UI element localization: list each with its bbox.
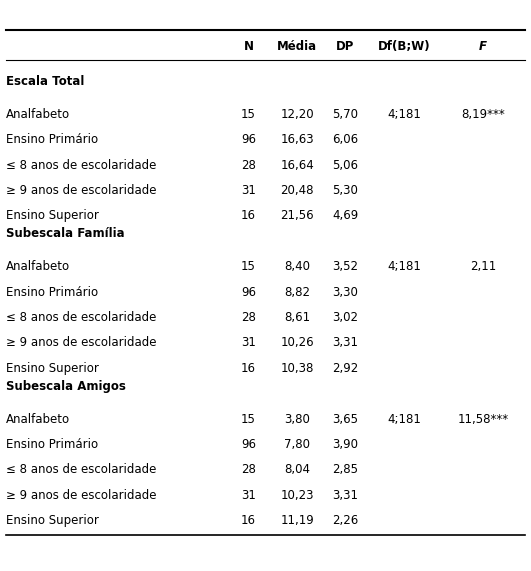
Text: Ensino Superior: Ensino Superior — [6, 210, 99, 222]
Text: 12,20: 12,20 — [280, 108, 314, 120]
Text: 3,31: 3,31 — [332, 336, 358, 349]
Text: 4;181: 4;181 — [388, 413, 422, 425]
Text: 16,63: 16,63 — [280, 133, 314, 146]
Text: 28: 28 — [241, 159, 256, 171]
Text: 2,26: 2,26 — [332, 514, 358, 527]
Text: 96: 96 — [241, 286, 256, 299]
Text: Ensino Primário: Ensino Primário — [6, 133, 98, 146]
Text: ≤ 8 anos de escolaridade: ≤ 8 anos de escolaridade — [6, 311, 157, 324]
Text: ≥ 9 anos de escolaridade: ≥ 9 anos de escolaridade — [6, 184, 157, 197]
Text: 4;181: 4;181 — [388, 260, 422, 273]
Text: 8,19***: 8,19*** — [461, 108, 505, 120]
Text: Analfabeto: Analfabeto — [6, 413, 71, 425]
Text: 28: 28 — [241, 311, 256, 324]
Text: Analfabeto: Analfabeto — [6, 108, 71, 120]
Text: 3,52: 3,52 — [332, 260, 358, 273]
Text: 5,70: 5,70 — [332, 108, 358, 120]
Text: 4,69: 4,69 — [332, 210, 358, 222]
Text: 3,02: 3,02 — [332, 311, 358, 324]
Text: 16: 16 — [241, 210, 256, 222]
Text: 11,58***: 11,58*** — [458, 413, 509, 425]
Text: Ensino Superior: Ensino Superior — [6, 514, 99, 527]
Text: 15: 15 — [241, 413, 256, 425]
Text: Analfabeto: Analfabeto — [6, 260, 71, 273]
Text: Ensino Primário: Ensino Primário — [6, 286, 98, 299]
Text: Subescala Família: Subescala Família — [6, 227, 125, 240]
Text: 7,80: 7,80 — [285, 438, 310, 451]
Text: 31: 31 — [241, 489, 256, 502]
Text: Média: Média — [277, 41, 318, 53]
Text: 31: 31 — [241, 336, 256, 349]
Text: 11,19: 11,19 — [280, 514, 314, 527]
Text: ≤ 8 anos de escolaridade: ≤ 8 anos de escolaridade — [6, 159, 157, 171]
Text: ≥ 9 anos de escolaridade: ≥ 9 anos de escolaridade — [6, 489, 157, 502]
Text: 2,85: 2,85 — [332, 464, 358, 476]
Text: 31: 31 — [241, 184, 256, 197]
Text: F: F — [479, 41, 487, 53]
Text: 2,92: 2,92 — [332, 362, 358, 375]
Text: 20,48: 20,48 — [280, 184, 314, 197]
Text: 10,23: 10,23 — [280, 489, 314, 502]
Text: Df(B;W): Df(B;W) — [378, 41, 431, 53]
Text: 8,82: 8,82 — [285, 286, 310, 299]
Text: 3,31: 3,31 — [332, 489, 358, 502]
Text: 21,56: 21,56 — [280, 210, 314, 222]
Text: 10,26: 10,26 — [280, 336, 314, 349]
Text: 3,30: 3,30 — [332, 286, 358, 299]
Text: 10,38: 10,38 — [281, 362, 314, 375]
Text: 96: 96 — [241, 133, 256, 146]
Text: N: N — [244, 41, 253, 53]
Text: 3,90: 3,90 — [332, 438, 358, 451]
Text: 5,06: 5,06 — [332, 159, 358, 171]
Text: 96: 96 — [241, 438, 256, 451]
Text: 16,64: 16,64 — [280, 159, 314, 171]
Text: 6,06: 6,06 — [332, 133, 358, 146]
Text: 5,30: 5,30 — [332, 184, 358, 197]
Text: DP: DP — [336, 41, 354, 53]
Text: Ensino Primário: Ensino Primário — [6, 438, 98, 451]
Text: Subescala Amigos: Subescala Amigos — [6, 380, 126, 393]
Text: Ensino Superior: Ensino Superior — [6, 362, 99, 375]
Text: 3,65: 3,65 — [332, 413, 358, 425]
Text: 8,04: 8,04 — [285, 464, 310, 476]
Text: Escala Total: Escala Total — [6, 75, 85, 88]
Text: 4;181: 4;181 — [388, 108, 422, 120]
Text: 16: 16 — [241, 362, 256, 375]
Text: ≥ 9 anos de escolaridade: ≥ 9 anos de escolaridade — [6, 336, 157, 349]
Text: ≤ 8 anos de escolaridade: ≤ 8 anos de escolaridade — [6, 464, 157, 476]
Text: 15: 15 — [241, 260, 256, 273]
Text: 16: 16 — [241, 514, 256, 527]
Text: 28: 28 — [241, 464, 256, 476]
Text: 8,61: 8,61 — [284, 311, 311, 324]
Text: 2,11: 2,11 — [470, 260, 496, 273]
Text: 8,40: 8,40 — [285, 260, 310, 273]
Text: 15: 15 — [241, 108, 256, 120]
Text: 3,80: 3,80 — [285, 413, 310, 425]
